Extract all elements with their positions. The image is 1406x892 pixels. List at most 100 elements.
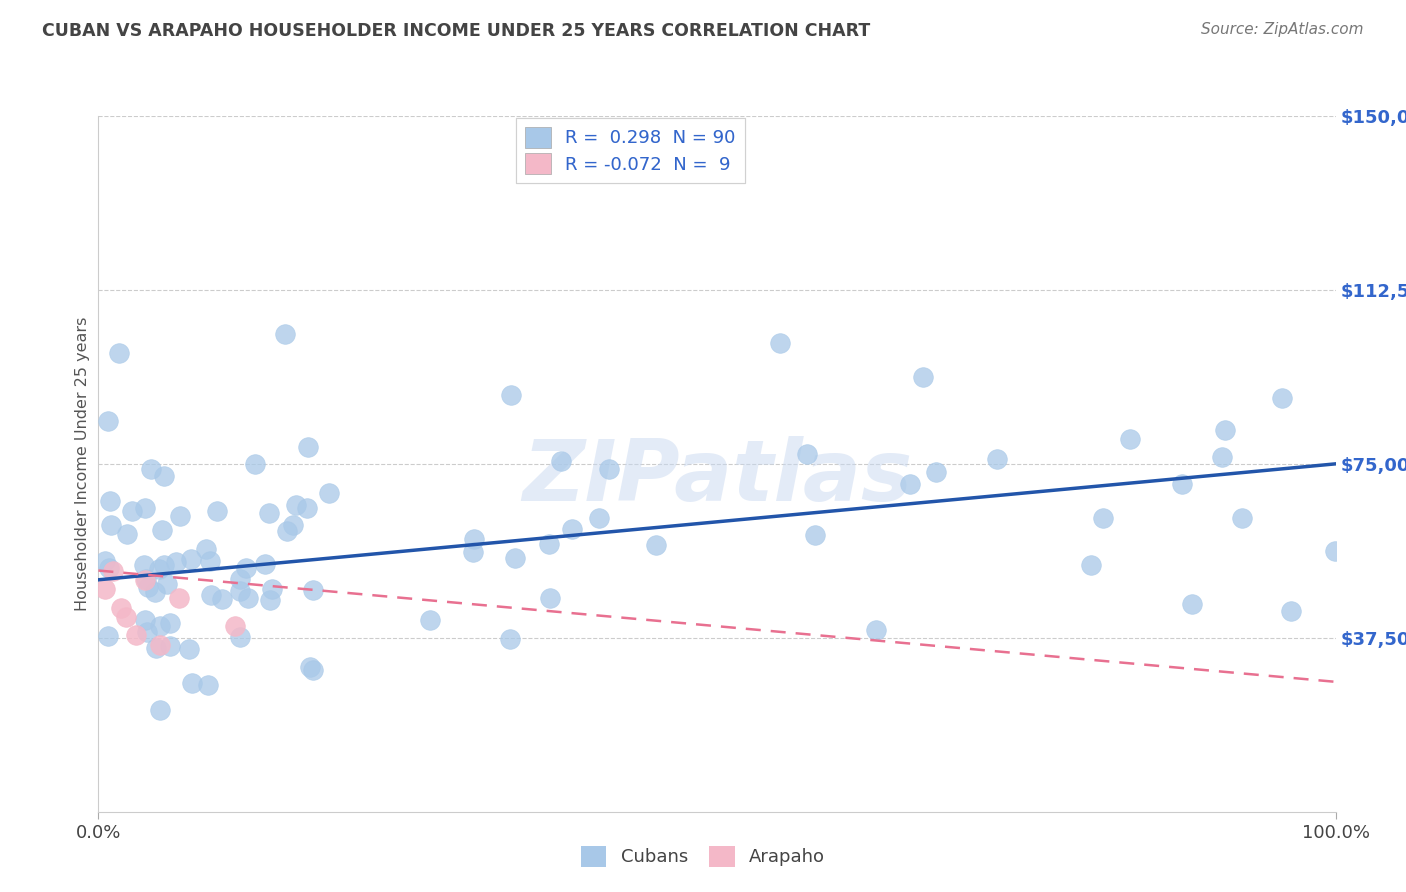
Point (181, 676, 204, 690)
Point (98, 494, 121, 508)
Point (152, 558, 174, 572)
Point (108, 345, 131, 359)
Point (114, 610, 136, 624)
Point (1324, 544, 1347, 558)
Point (259, 593, 281, 607)
Point (97, 560, 120, 574)
Point (211, 592, 233, 607)
Point (97, 629, 120, 643)
Point (295, 501, 318, 516)
Legend: Cubans, Arapaho: Cubans, Arapaho (574, 838, 832, 874)
Point (148, 562, 170, 576)
Point (274, 326, 297, 341)
Point (1080, 558, 1102, 573)
Point (94, 554, 117, 568)
Point (1181, 597, 1204, 611)
Point (1279, 604, 1302, 618)
Point (537, 537, 560, 551)
Point (419, 613, 441, 627)
Point (284, 498, 307, 512)
Point (145, 641, 167, 656)
Point (152, 523, 174, 537)
Point (1271, 392, 1294, 406)
Point (1213, 423, 1236, 437)
Point (100, 517, 122, 532)
Legend: R =  0.298  N = 90, R = -0.072  N =  9: R = 0.298 N = 90, R = -0.072 N = 9 (516, 118, 745, 183)
Point (229, 583, 252, 598)
Point (229, 630, 252, 644)
Point (499, 632, 522, 647)
Point (136, 580, 159, 594)
Point (134, 613, 156, 627)
Point (898, 476, 921, 491)
Point (195, 542, 218, 557)
Point (200, 588, 222, 602)
Point (159, 639, 181, 653)
Point (110, 600, 132, 615)
Point (925, 465, 948, 479)
Point (538, 591, 561, 606)
Point (769, 336, 792, 351)
Point (97, 414, 120, 428)
Point (115, 526, 138, 541)
Point (152, 469, 174, 483)
Point (299, 660, 322, 674)
Point (243, 457, 266, 471)
Point (301, 582, 323, 597)
Point (499, 388, 522, 402)
Point (281, 518, 304, 533)
Point (1211, 450, 1233, 464)
Point (136, 624, 159, 639)
Point (121, 504, 143, 518)
Point (301, 663, 323, 677)
Point (145, 585, 167, 599)
Point (159, 615, 181, 630)
Point (238, 591, 260, 605)
Point (149, 703, 172, 717)
Point (318, 486, 340, 500)
Point (503, 550, 526, 565)
Y-axis label: Householder Income Under 25 years: Householder Income Under 25 years (75, 317, 90, 611)
Point (169, 509, 191, 524)
Point (259, 506, 281, 520)
Point (149, 638, 172, 652)
Point (134, 573, 156, 587)
Text: ZIPatlas: ZIPatlas (522, 436, 912, 519)
Text: CUBAN VS ARAPAHO HOUSEHOLDER INCOME UNDER 25 YEARS CORRELATION CHART: CUBAN VS ARAPAHO HOUSEHOLDER INCOME UNDE… (42, 22, 870, 40)
Point (135, 572, 157, 586)
Point (644, 538, 666, 552)
Point (550, 454, 572, 468)
Point (588, 511, 610, 525)
Point (134, 500, 156, 515)
Point (1092, 510, 1115, 524)
Point (141, 462, 163, 476)
Point (865, 624, 887, 638)
Point (156, 577, 179, 591)
Point (598, 461, 620, 475)
Point (205, 503, 228, 517)
Point (198, 554, 221, 568)
Point (103, 564, 125, 578)
Point (796, 447, 818, 461)
Point (180, 552, 202, 566)
Point (229, 573, 252, 587)
Point (165, 555, 187, 569)
Point (197, 678, 219, 692)
Point (463, 545, 485, 559)
Point (1119, 432, 1142, 446)
Point (235, 561, 257, 575)
Point (297, 440, 319, 454)
Point (253, 558, 276, 572)
Point (912, 370, 935, 384)
Point (561, 522, 583, 536)
Point (804, 527, 827, 541)
Point (276, 524, 298, 539)
Point (124, 628, 146, 642)
Point (132, 558, 155, 573)
Point (93, 582, 115, 596)
Point (167, 591, 190, 606)
Text: Source: ZipAtlas.com: Source: ZipAtlas.com (1201, 22, 1364, 37)
Point (463, 532, 485, 546)
Point (149, 619, 172, 633)
Point (179, 641, 201, 656)
